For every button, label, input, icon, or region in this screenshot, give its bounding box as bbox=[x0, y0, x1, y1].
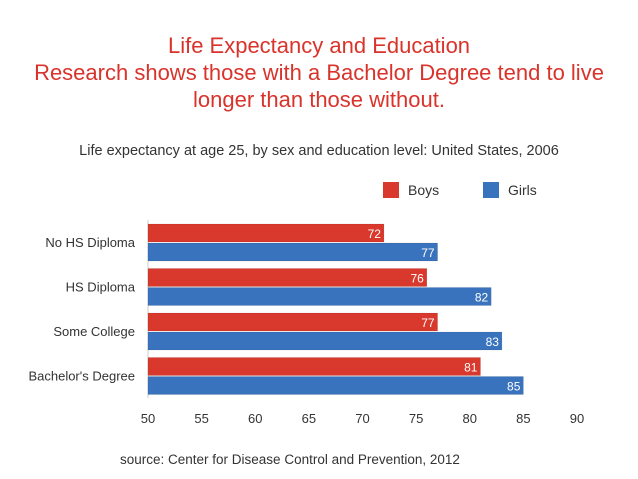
data-label-girls: 83 bbox=[486, 335, 500, 349]
category-label: Bachelor's Degree bbox=[28, 369, 135, 384]
data-label-girls: 77 bbox=[421, 246, 435, 260]
chart-subtitle: Life expectancy at age 25, by sex and ed… bbox=[79, 143, 559, 159]
bar-girls bbox=[147, 331, 503, 351]
bar-girls bbox=[147, 242, 438, 262]
data-label-boys: 77 bbox=[421, 316, 435, 330]
legend-swatch-girls bbox=[483, 182, 499, 198]
bar-boys bbox=[147, 357, 481, 376]
x-tick-label: 50 bbox=[141, 411, 155, 426]
x-tick-label: 80 bbox=[463, 411, 477, 426]
x-tick-label: 90 bbox=[570, 411, 584, 426]
x-tick-label: 70 bbox=[355, 411, 369, 426]
x-tick-label: 85 bbox=[516, 411, 530, 426]
data-label-girls: 82 bbox=[475, 291, 489, 305]
x-tick-label: 55 bbox=[194, 411, 208, 426]
title-line-1: Life Expectancy and Education bbox=[167, 33, 471, 58]
category-label: HS Diploma bbox=[66, 280, 136, 295]
legend-label-boys: Boys bbox=[408, 182, 440, 198]
x-tick-label: 60 bbox=[248, 411, 262, 426]
title-line-2: Research shows those with a Bachelor Deg… bbox=[34, 60, 604, 85]
data-label-girls: 85 bbox=[507, 380, 521, 394]
bar-boys bbox=[147, 312, 438, 332]
bar-boys bbox=[147, 268, 428, 287]
bar-girls bbox=[147, 376, 524, 395]
data-label-boys: 76 bbox=[410, 272, 424, 286]
x-tick-label: 75 bbox=[409, 411, 423, 426]
title-line-3: longer than those without. bbox=[193, 87, 445, 112]
data-label-boys: 81 bbox=[464, 361, 478, 375]
category-label: No HS Diploma bbox=[45, 235, 135, 250]
bar-boys bbox=[147, 223, 385, 243]
category-label: Some College bbox=[53, 324, 135, 339]
source-note: source: Center for Disease Control and P… bbox=[120, 452, 460, 467]
data-label-boys: 72 bbox=[368, 227, 382, 241]
x-tick-label: 65 bbox=[302, 411, 316, 426]
bar-girls bbox=[147, 287, 492, 306]
legend-swatch-boys bbox=[383, 182, 399, 198]
legend-label-girls: Girls bbox=[508, 182, 537, 198]
